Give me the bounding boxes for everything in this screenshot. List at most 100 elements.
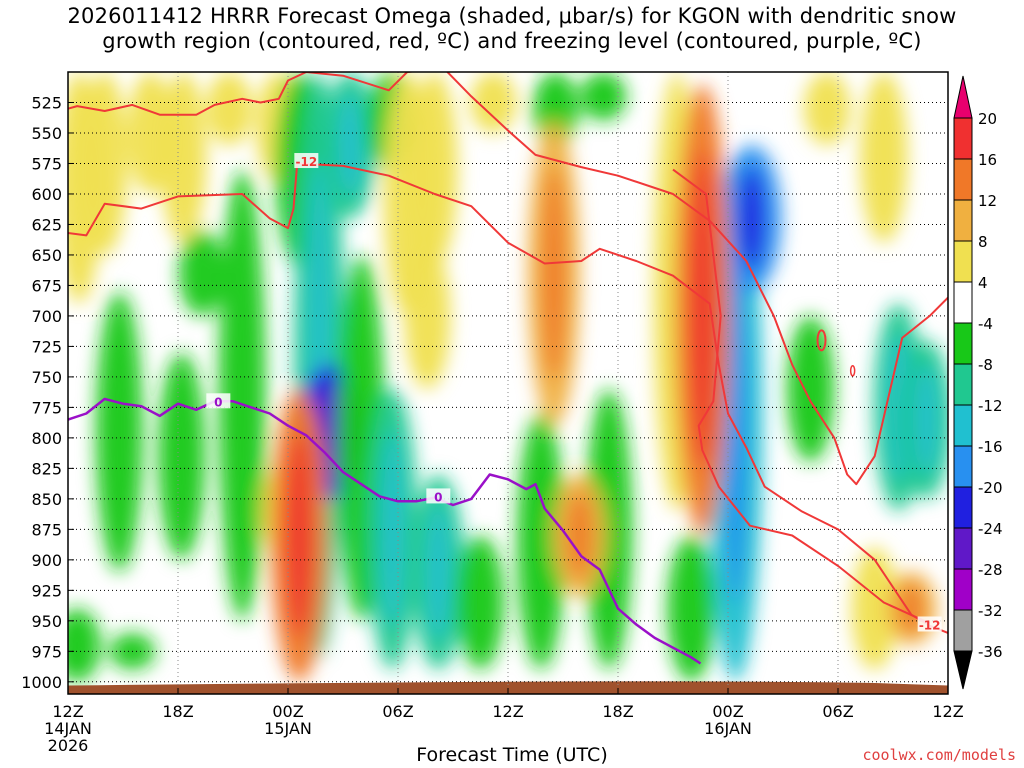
x-tick-label: 12Z (932, 702, 963, 721)
x-tick-label: 14JAN (44, 719, 92, 738)
dgz-contour-line (68, 72, 948, 486)
omega-cell (160, 72, 207, 243)
x-tick-label: 16JAN (704, 719, 752, 738)
y-tick-label: 925 (31, 581, 62, 600)
omega-cell (404, 242, 451, 390)
y-tick-label: 825 (31, 459, 62, 478)
x-tick-label: 06Z (822, 702, 853, 721)
omega-cell-core (690, 151, 715, 468)
dgz-contour-label: -12 (919, 618, 941, 632)
colorbar-segment (953, 240, 973, 283)
y-tick-label: 1000 (21, 673, 62, 692)
axis-layer: 525 550 575 600 625 650 675 700 725 750 775 800 825 8… (21, 93, 963, 755)
y-tick-label: 600 (31, 185, 62, 204)
y-tick-label: 800 (31, 429, 62, 448)
grid-layer (67, 72, 949, 694)
omega-cell-core (567, 492, 592, 579)
y-tick-label: 750 (31, 368, 62, 387)
freezing-level-line (68, 397, 702, 665)
y-tick-label: 675 (31, 276, 62, 295)
dgz-contour-label: -12 (295, 155, 317, 169)
colorbar-segment (953, 117, 973, 160)
y-tick-label: 850 (31, 490, 62, 509)
colorbar-label: 8 (978, 233, 988, 251)
y-tick-label: 525 (31, 93, 62, 112)
omega-cell (218, 169, 266, 621)
colorbar-segment (953, 609, 973, 652)
colorbar-segment (953, 486, 973, 529)
freezing-level-label-bg (206, 393, 231, 409)
omega-cell (516, 413, 566, 670)
colorbar-bottom-arrow (953, 650, 973, 690)
colorbar-label: -28 (978, 561, 1003, 579)
colorbar-label: -12 (978, 397, 1003, 415)
dgz-contour-label-bg (917, 616, 942, 632)
colorbar-segment (953, 158, 973, 201)
omega-cell (68, 608, 101, 682)
dgz-contour-loop (816, 329, 827, 352)
omega-cell (178, 230, 225, 316)
y-tick-label: 975 (31, 642, 62, 661)
freezing-level-label-bg (426, 488, 451, 504)
omega-cell (158, 352, 206, 560)
omega-shading-layer (68, 72, 948, 682)
y-tick-label: 900 (31, 551, 62, 570)
colorbar-label: 4 (978, 274, 988, 292)
colorbar-label: 20 (978, 110, 997, 128)
contour-layer: -12 -12 0 0 (68, 72, 948, 665)
omega-cell-core (286, 433, 312, 638)
omega-cell (580, 72, 627, 121)
y-tick-label: 625 (31, 215, 62, 234)
omega-cell (532, 72, 579, 146)
omega-cell (206, 72, 253, 146)
dgz-contour-label-bg (294, 153, 319, 169)
colorbar-segment (953, 363, 973, 406)
y-tick-label: 700 (31, 307, 62, 326)
x-tick-label: 15JAN (264, 719, 312, 738)
y-tick-label: 950 (31, 612, 62, 631)
omega-cell-core (899, 583, 923, 635)
colorbar-segment (953, 281, 973, 324)
omega-cell (95, 291, 143, 573)
omega-cell-core (426, 503, 451, 641)
omega-cell (456, 535, 505, 670)
colorbar-label: 16 (978, 151, 997, 169)
omega-cell (470, 72, 517, 133)
colorbar-label: -8 (978, 356, 993, 374)
omega-cell (804, 72, 850, 146)
dgz-contour-line (68, 162, 948, 634)
colorbar: 20 16 12 8 4 -4 -8 -12 -16 -20 -24 -28 -32 -36 (953, 75, 1003, 690)
colorbar-label: 12 (978, 192, 997, 210)
colorbar-label: -32 (978, 602, 1003, 620)
y-tick-label: 875 (31, 520, 62, 539)
omega-cell-core (542, 166, 566, 380)
chart-title: 2026011412 HRRR Forecast Omega (shaded, … (67, 4, 957, 53)
omega-cell (786, 315, 835, 463)
omega-cell-core (338, 93, 363, 197)
colorbar-label: -4 (978, 315, 993, 333)
colorbar-segment (953, 404, 973, 447)
y-tick-label: 550 (31, 124, 62, 143)
colorbar-label: -24 (978, 520, 1003, 538)
omega-cell-core (914, 364, 938, 476)
y-tick-label: 650 (31, 246, 62, 265)
colorbar-segment (953, 199, 973, 242)
dgz-contour-loop (849, 365, 856, 377)
y-tick-label: 725 (31, 337, 62, 356)
x-tick-label: 2026 (48, 736, 89, 755)
x-tick-label: 18Z (162, 702, 193, 721)
colorbar-segment (953, 568, 973, 611)
omega-cell-core (738, 167, 766, 270)
y-tick-label: 775 (31, 398, 62, 417)
x-tick-label: 06Z (382, 702, 413, 721)
omega-cell (411, 72, 458, 268)
omega-cell-core (315, 384, 345, 479)
freezing-level-label: 0 (434, 490, 442, 504)
y-tick-label: 575 (31, 154, 62, 173)
freezing-level-label: 0 (214, 395, 222, 409)
x-axis-label: Forecast Time (UTC) (416, 744, 608, 766)
x-tick-label: 12Z (52, 702, 83, 721)
omega-cell (860, 72, 908, 243)
colorbar-label: -20 (978, 479, 1003, 497)
credit-text: coolwx.com/models (862, 746, 1016, 764)
